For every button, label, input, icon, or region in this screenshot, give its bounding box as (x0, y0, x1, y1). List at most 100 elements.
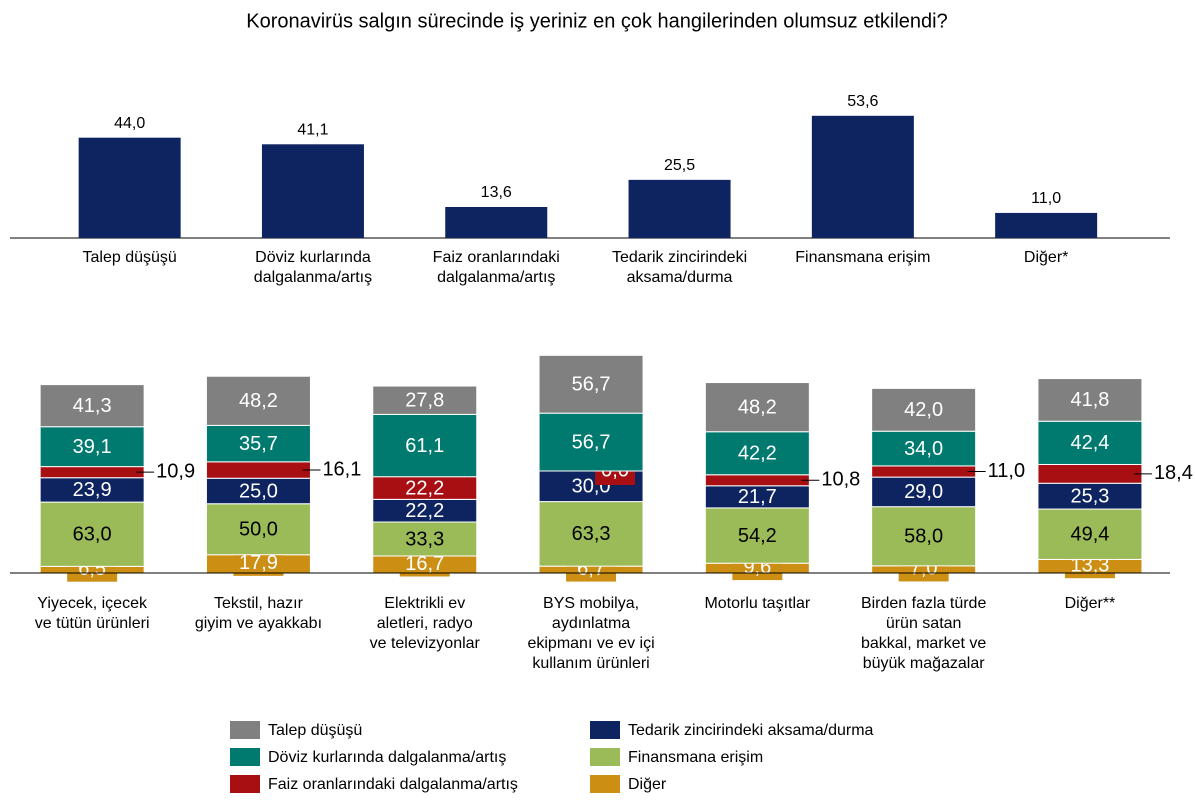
value-label: 63,0 (73, 524, 112, 546)
x-tick-label: Talep düşüşü (82, 249, 177, 266)
value-label: 13,3 (1070, 554, 1109, 576)
bar-segment (205, 461, 311, 479)
value-label: 23,9 (73, 479, 112, 501)
bar-segment (205, 477, 311, 505)
value-label: 25,0 (239, 480, 278, 502)
value-label: 25,5 (664, 157, 695, 174)
value-label: 39,1 (73, 436, 112, 458)
bar-segment (871, 506, 977, 567)
value-label: 25,3 (1070, 485, 1109, 507)
value-label: 34,0 (904, 438, 943, 460)
value-label: 41,8 (1070, 389, 1109, 411)
x-tick-label: Faiz oranlarındaki dalgalanma/artış (432, 249, 560, 286)
value-label: 49,4 (1070, 524, 1109, 546)
value-label: 18,4 (1154, 462, 1193, 484)
value-label: 50,0 (239, 519, 278, 541)
bar-segment (538, 354, 644, 414)
value-label: 56,7 (572, 431, 611, 453)
bar-segment (1037, 508, 1143, 560)
bar-segment (1037, 420, 1143, 465)
bar-segment (871, 465, 977, 478)
value-label: 44,0 (114, 115, 145, 132)
value-label: 41,1 (297, 122, 328, 139)
chart-title: Koronavirüs salgın sürecinde iş yeriniz … (246, 10, 948, 32)
value-label: 16,7 (405, 553, 444, 575)
legend-swatch (590, 748, 620, 766)
value-label: 48,2 (239, 390, 278, 412)
legend-swatch (230, 748, 260, 766)
value-label: 11,0 (1031, 190, 1061, 207)
value-label: 42,4 (1070, 432, 1109, 454)
value-label: 63,3 (572, 523, 611, 545)
legend-label: Döviz kurlarında dalgalanma/artış (268, 749, 506, 766)
bar-segment (704, 431, 810, 476)
bar (445, 206, 548, 238)
value-label: 58,0 (904, 526, 943, 548)
bar-segment (871, 430, 977, 467)
value-label: 53,6 (847, 93, 878, 110)
legend-swatch (230, 721, 260, 739)
legend-label: Tedarik zincirindeki aksama/durma (628, 722, 874, 739)
legend-swatch (590, 775, 620, 793)
bar-segment (372, 385, 478, 415)
bar-segment (39, 466, 145, 479)
value-label: 48,2 (738, 396, 777, 418)
x-tick-label: BYS mobilya, aydınlatma ekipmanı ve ev i… (527, 595, 655, 672)
x-tick-label: Elektrikli ev aletleri, radyo ve televiz… (369, 595, 480, 652)
bar-segment (372, 521, 478, 557)
value-label: 21,7 (738, 486, 777, 508)
bar-segment (871, 387, 977, 432)
bar (628, 179, 731, 238)
bar-segment (538, 501, 644, 567)
value-label: 27,8 (405, 389, 444, 411)
value-label: 10,8 (821, 469, 860, 491)
bar-segment (704, 474, 810, 487)
legend-swatch (590, 721, 620, 739)
x-tick-label: Diğer** (1064, 595, 1116, 612)
value-label: 42,0 (904, 399, 943, 421)
bar-segment (538, 412, 644, 472)
bar-segment (39, 426, 145, 468)
bar-segment (1037, 378, 1143, 422)
bar-segment (1037, 463, 1143, 484)
value-label: 11,0 (988, 460, 1025, 482)
label-box (399, 552, 450, 577)
legend-swatch (230, 775, 260, 793)
value-label: 29,0 (904, 481, 943, 503)
value-label: 10,9 (156, 460, 195, 482)
bar-segment (704, 382, 810, 433)
label-box (233, 551, 284, 576)
value-label: 22,2 (405, 477, 444, 499)
bar-segment (205, 503, 311, 556)
legend-label: Finansmana erişim (628, 749, 763, 766)
value-label: 56,7 (572, 374, 611, 396)
value-label: 42,2 (738, 443, 777, 465)
x-tick-label: Finansmana erişim (795, 249, 931, 266)
x-tick-label: Motorlu taşıtlar (704, 595, 811, 612)
value-label: 22,2 (405, 500, 444, 522)
value-label: 13,6 (481, 184, 512, 201)
value-label: 35,7 (239, 433, 278, 455)
bar-segment (372, 413, 478, 478)
bar-segment (871, 476, 977, 508)
bar (811, 115, 914, 238)
x-tick-label: Tedarik zincirindeki aksama/durma (611, 249, 748, 286)
legend-label: Faiz oranlarındaki dalgalanma/artış (268, 776, 518, 793)
value-label: 17,9 (239, 552, 278, 574)
x-tick-label: Döviz kurlarında dalgalanma/artış (253, 249, 373, 286)
bar (995, 212, 1098, 238)
bar-segment (704, 507, 810, 564)
x-tick-label: Diğer* (1023, 249, 1069, 266)
bar-segment (39, 477, 145, 503)
value-label: 41,3 (73, 395, 112, 417)
bar-segment (1037, 482, 1143, 510)
bar-segment (205, 375, 311, 426)
bar (78, 137, 181, 238)
x-tick-label: Tekstil, hazır giyim ve ayakkabı (194, 595, 323, 632)
value-label: 54,2 (738, 525, 777, 547)
x-tick-label: Birden fazla türde ürün satan bakkal, ma… (860, 595, 987, 672)
value-label: 61,1 (405, 435, 444, 457)
bar-segment (39, 384, 145, 428)
